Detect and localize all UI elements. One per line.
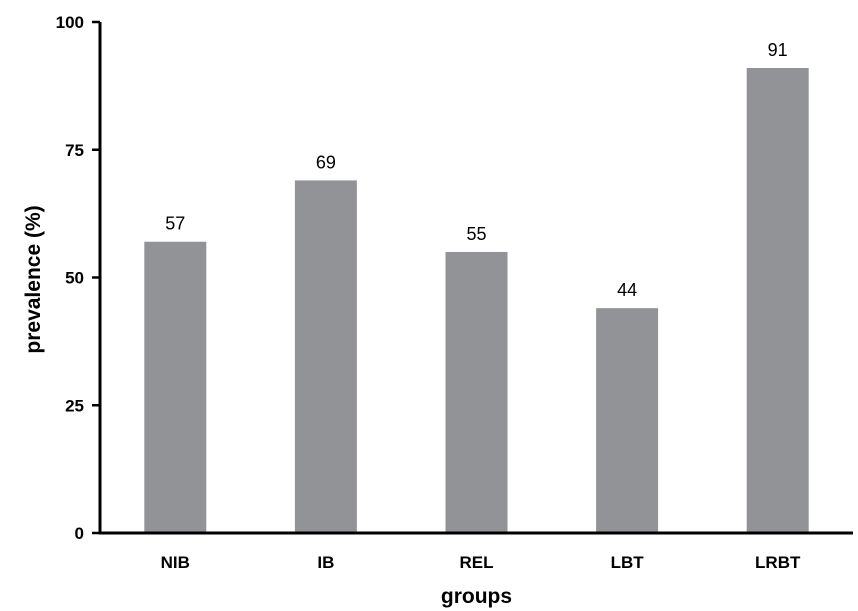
y-tick-label: 25 xyxy=(65,396,84,415)
bar-ib xyxy=(294,180,357,533)
x-tick-label-lbt: LBT xyxy=(611,553,645,572)
y-tick-label: 100 xyxy=(56,13,84,32)
x-tick-label-rel: REL xyxy=(460,553,494,572)
bar-lrbt xyxy=(746,67,809,534)
y-axis-title: prevalence (%) xyxy=(22,205,45,353)
value-label-nib: 57 xyxy=(165,214,185,234)
value-label-lrbt: 91 xyxy=(768,40,788,60)
x-tick-label-nib: NIB xyxy=(161,553,190,572)
bar-lbt xyxy=(596,308,659,533)
bars xyxy=(144,67,809,534)
y-tick-label: 0 xyxy=(75,524,84,543)
bar-nib xyxy=(144,241,207,534)
y-tick-label: 75 xyxy=(65,141,84,160)
value-label-lbt: 44 xyxy=(617,280,637,300)
value-labels: 57 69 55 44 91 xyxy=(165,40,787,300)
x-tick-label-lrbt: LRBT xyxy=(755,553,801,572)
bar-rel xyxy=(445,251,508,533)
x-axis-ticks: NIB IB REL LBT LRBT xyxy=(161,553,801,572)
y-axis-ticks: 0 25 50 75 100 xyxy=(56,13,100,543)
y-tick-label: 50 xyxy=(65,269,84,288)
x-tick-label-ib: IB xyxy=(317,553,334,572)
value-label-ib: 69 xyxy=(316,152,336,172)
value-label-rel: 55 xyxy=(466,224,486,244)
x-axis-title: groups xyxy=(441,585,512,608)
